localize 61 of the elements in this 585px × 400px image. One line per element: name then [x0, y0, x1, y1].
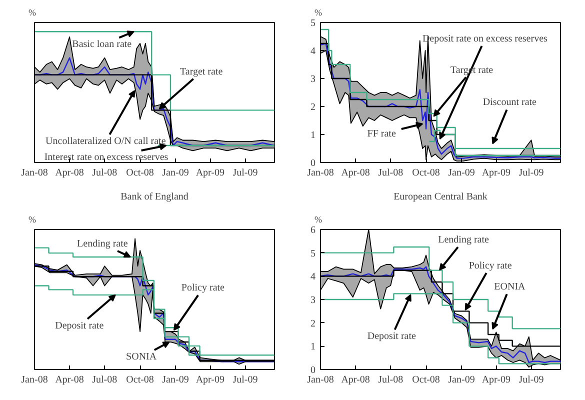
x-tick-label: Jul-08 [92, 168, 118, 178]
annotation: SONIA [126, 352, 158, 363]
x-tick-label: Jan-08 [307, 168, 334, 178]
y-tick-label: 1 [310, 130, 316, 141]
x-tick-label: Jul-08 [92, 374, 118, 386]
x-tick-label: Oct-08 [412, 374, 440, 386]
x-tick-label: Jan-08 [21, 374, 48, 386]
annotation: Policy rate [468, 260, 512, 272]
annotation: Deposit rate [367, 331, 417, 342]
annotation: FF rate [367, 128, 396, 140]
y-tick-label: 5 [310, 18, 316, 29]
x-tick-label: Jan-08 [307, 374, 334, 386]
y-axis-title: % [314, 214, 322, 224]
annotation: Interest rate on excess reserves [44, 152, 168, 163]
x-tick-label: Apr-08 [55, 374, 84, 386]
chart-title: Bank of England [120, 192, 188, 202]
y-tick-label: 5 [310, 248, 316, 260]
x-tick-label: Apr-09 [196, 374, 225, 386]
y-tick-label: 0 [310, 158, 316, 169]
x-tick-label: Jul-08 [378, 374, 404, 386]
annotation: Discount rate [482, 97, 538, 108]
y-tick-label: 4 [310, 46, 316, 57]
x-tick-label: Jan-09 [162, 374, 189, 386]
x-tick-label: Jan-09 [162, 168, 189, 178]
x-tick-label: Apr-09 [482, 168, 511, 178]
y-tick-label: 3 [310, 295, 316, 306]
x-tick-label: Apr-09 [196, 168, 225, 178]
y-tick-label: 2 [310, 102, 316, 113]
annotation: Deposit rate [55, 320, 104, 332]
chart-title: European Central Bank [394, 192, 488, 202]
y-tick-label: 4 [310, 272, 316, 283]
y-tick-label: 3 [310, 74, 316, 85]
annotation: Lending rate [77, 238, 128, 250]
x-tick-label: Jan-08 [21, 168, 48, 178]
y-axis-title: % [28, 8, 36, 18]
y-tick-label: 6 [310, 225, 316, 236]
x-tick-label: Jul-09 [518, 168, 544, 178]
x-tick-label: Apr-08 [55, 168, 84, 178]
annotation: EONIA [494, 282, 526, 293]
x-tick-label: Oct-08 [126, 374, 154, 386]
y-tick-label: 2 [310, 318, 316, 330]
annotation: Uncollateralized O/N call rate [46, 136, 166, 148]
annotation: Target rate [180, 66, 224, 78]
annotation: Lending rate [438, 234, 490, 246]
x-tick-label: Jul-09 [232, 168, 258, 178]
y-axis-title: % [314, 8, 322, 18]
annotation: Basic loan rate [72, 39, 132, 50]
x-tick-label: Oct-08 [126, 168, 154, 178]
y-tick-label: 0 [310, 365, 316, 376]
x-tick-label: Apr-09 [482, 374, 511, 386]
y-axis-title: % [28, 214, 36, 224]
x-tick-label: Jul-09 [518, 374, 544, 386]
x-tick-label: Apr-08 [341, 374, 370, 386]
x-tick-label: Jan-09 [448, 168, 475, 178]
x-tick-label: Jul-09 [232, 374, 258, 386]
x-tick-label: Jul-08 [378, 168, 404, 178]
x-tick-label: Apr-08 [341, 168, 370, 178]
annotation: Policy rate [181, 282, 226, 294]
x-tick-label: Oct-08 [412, 168, 440, 178]
x-tick-label: Jan-09 [448, 374, 475, 386]
y-tick-label: 1 [310, 342, 316, 353]
